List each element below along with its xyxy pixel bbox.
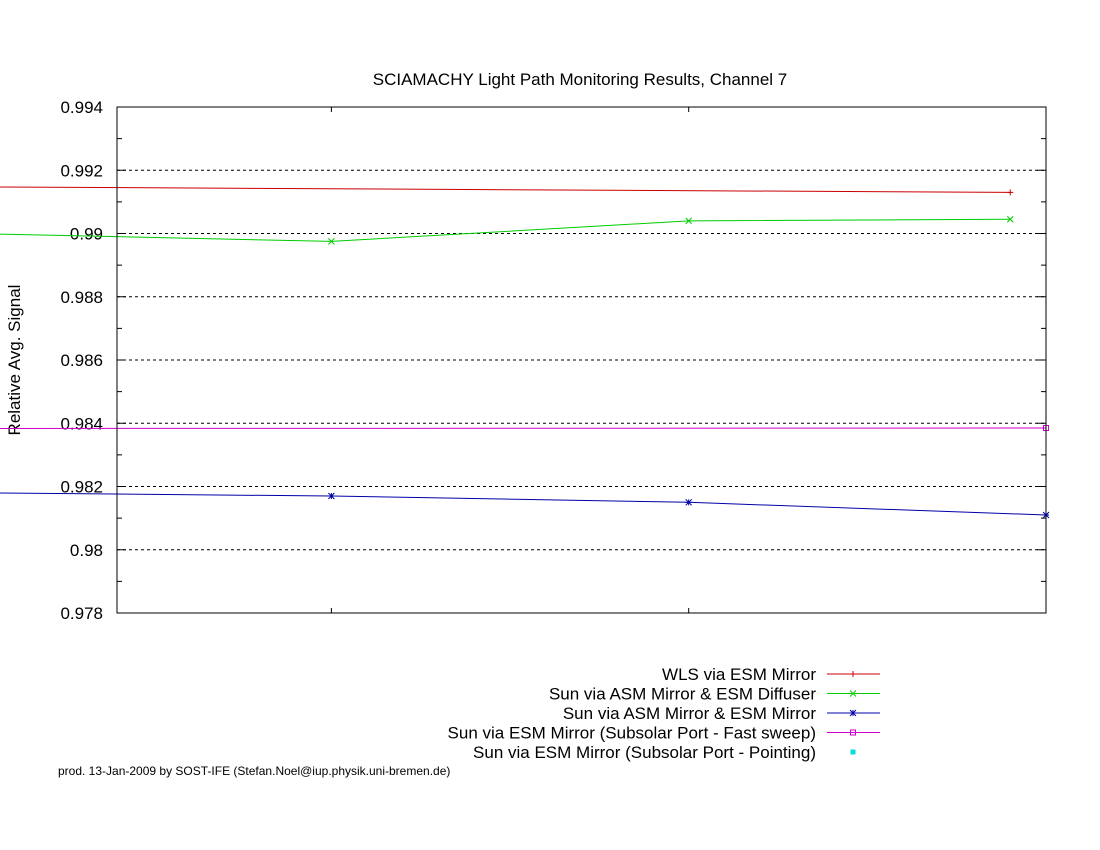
y-tick-label: 0.992: [60, 161, 103, 180]
data-point: [1006, 215, 1014, 223]
data-point: [328, 238, 335, 245]
data-point: [685, 498, 693, 506]
series-2: [0, 215, 1014, 245]
footer-credit: prod. 13-Jan-2009 by SOST-IFE (Stefan.No…: [58, 764, 451, 778]
legend-swatch-marker: [849, 690, 857, 697]
data-point: [1007, 189, 1014, 196]
data-point: [328, 492, 335, 500]
legend-swatch-marker: [850, 749, 856, 755]
grid-lines: [117, 169, 1046, 551]
legend-entry: Sun via ESM Mirror (Subsolar Port - Fast…: [448, 724, 880, 743]
axis-ticks: 0.978 0.98 0.982 0.984 0.986 0.988 0.99 0.992 0.…: [60, 98, 1047, 623]
legend-entry: WLS via ESM Mirror: [662, 665, 880, 684]
legend-label: Sun via ASM Mirror & ESM Mirror: [563, 704, 816, 723]
y-tick-label: 0.986: [60, 351, 103, 370]
series-1: [0, 186, 1014, 196]
legend-swatch-marker: [850, 729, 856, 736]
legend-swatch-marker: [849, 709, 857, 717]
legend-label: Sun via ESM Mirror (Subsolar Port - Poin…: [473, 743, 816, 762]
legend-swatch-marker: [850, 671, 856, 677]
legend-label: Sun via ASM Mirror & ESM Diffuser: [549, 685, 816, 704]
y-tick-label: 0.978: [60, 604, 103, 623]
data-point: [685, 217, 693, 225]
y-tick-label: 0.994: [60, 98, 103, 117]
y-tick-label: 0.99: [70, 225, 103, 244]
y-axis-label: Relative Avg. Signal: [5, 285, 24, 436]
legend-entry: Sun via ESM Mirror (Subsolar Port - Poin…: [473, 743, 856, 762]
legend-label: Sun via ESM Mirror (Subsolar Port - Fast…: [448, 724, 816, 743]
y-tick-label: 0.984: [60, 414, 103, 433]
legend-entry: Sun via ASM Mirror & ESM Mirror: [563, 704, 880, 723]
chart-title: SCIAMACHY Light Path Monitoring Results,…: [373, 70, 788, 89]
legend-entry: Sun via ASM Mirror & ESM Diffuser: [549, 685, 880, 704]
y-tick-label: 0.982: [60, 478, 103, 497]
plot-frame: [116, 106, 1047, 614]
y-tick-label: 0.98: [70, 541, 103, 560]
y-tick-label: 0.988: [60, 288, 103, 307]
legend-label: WLS via ESM Mirror: [662, 665, 816, 684]
